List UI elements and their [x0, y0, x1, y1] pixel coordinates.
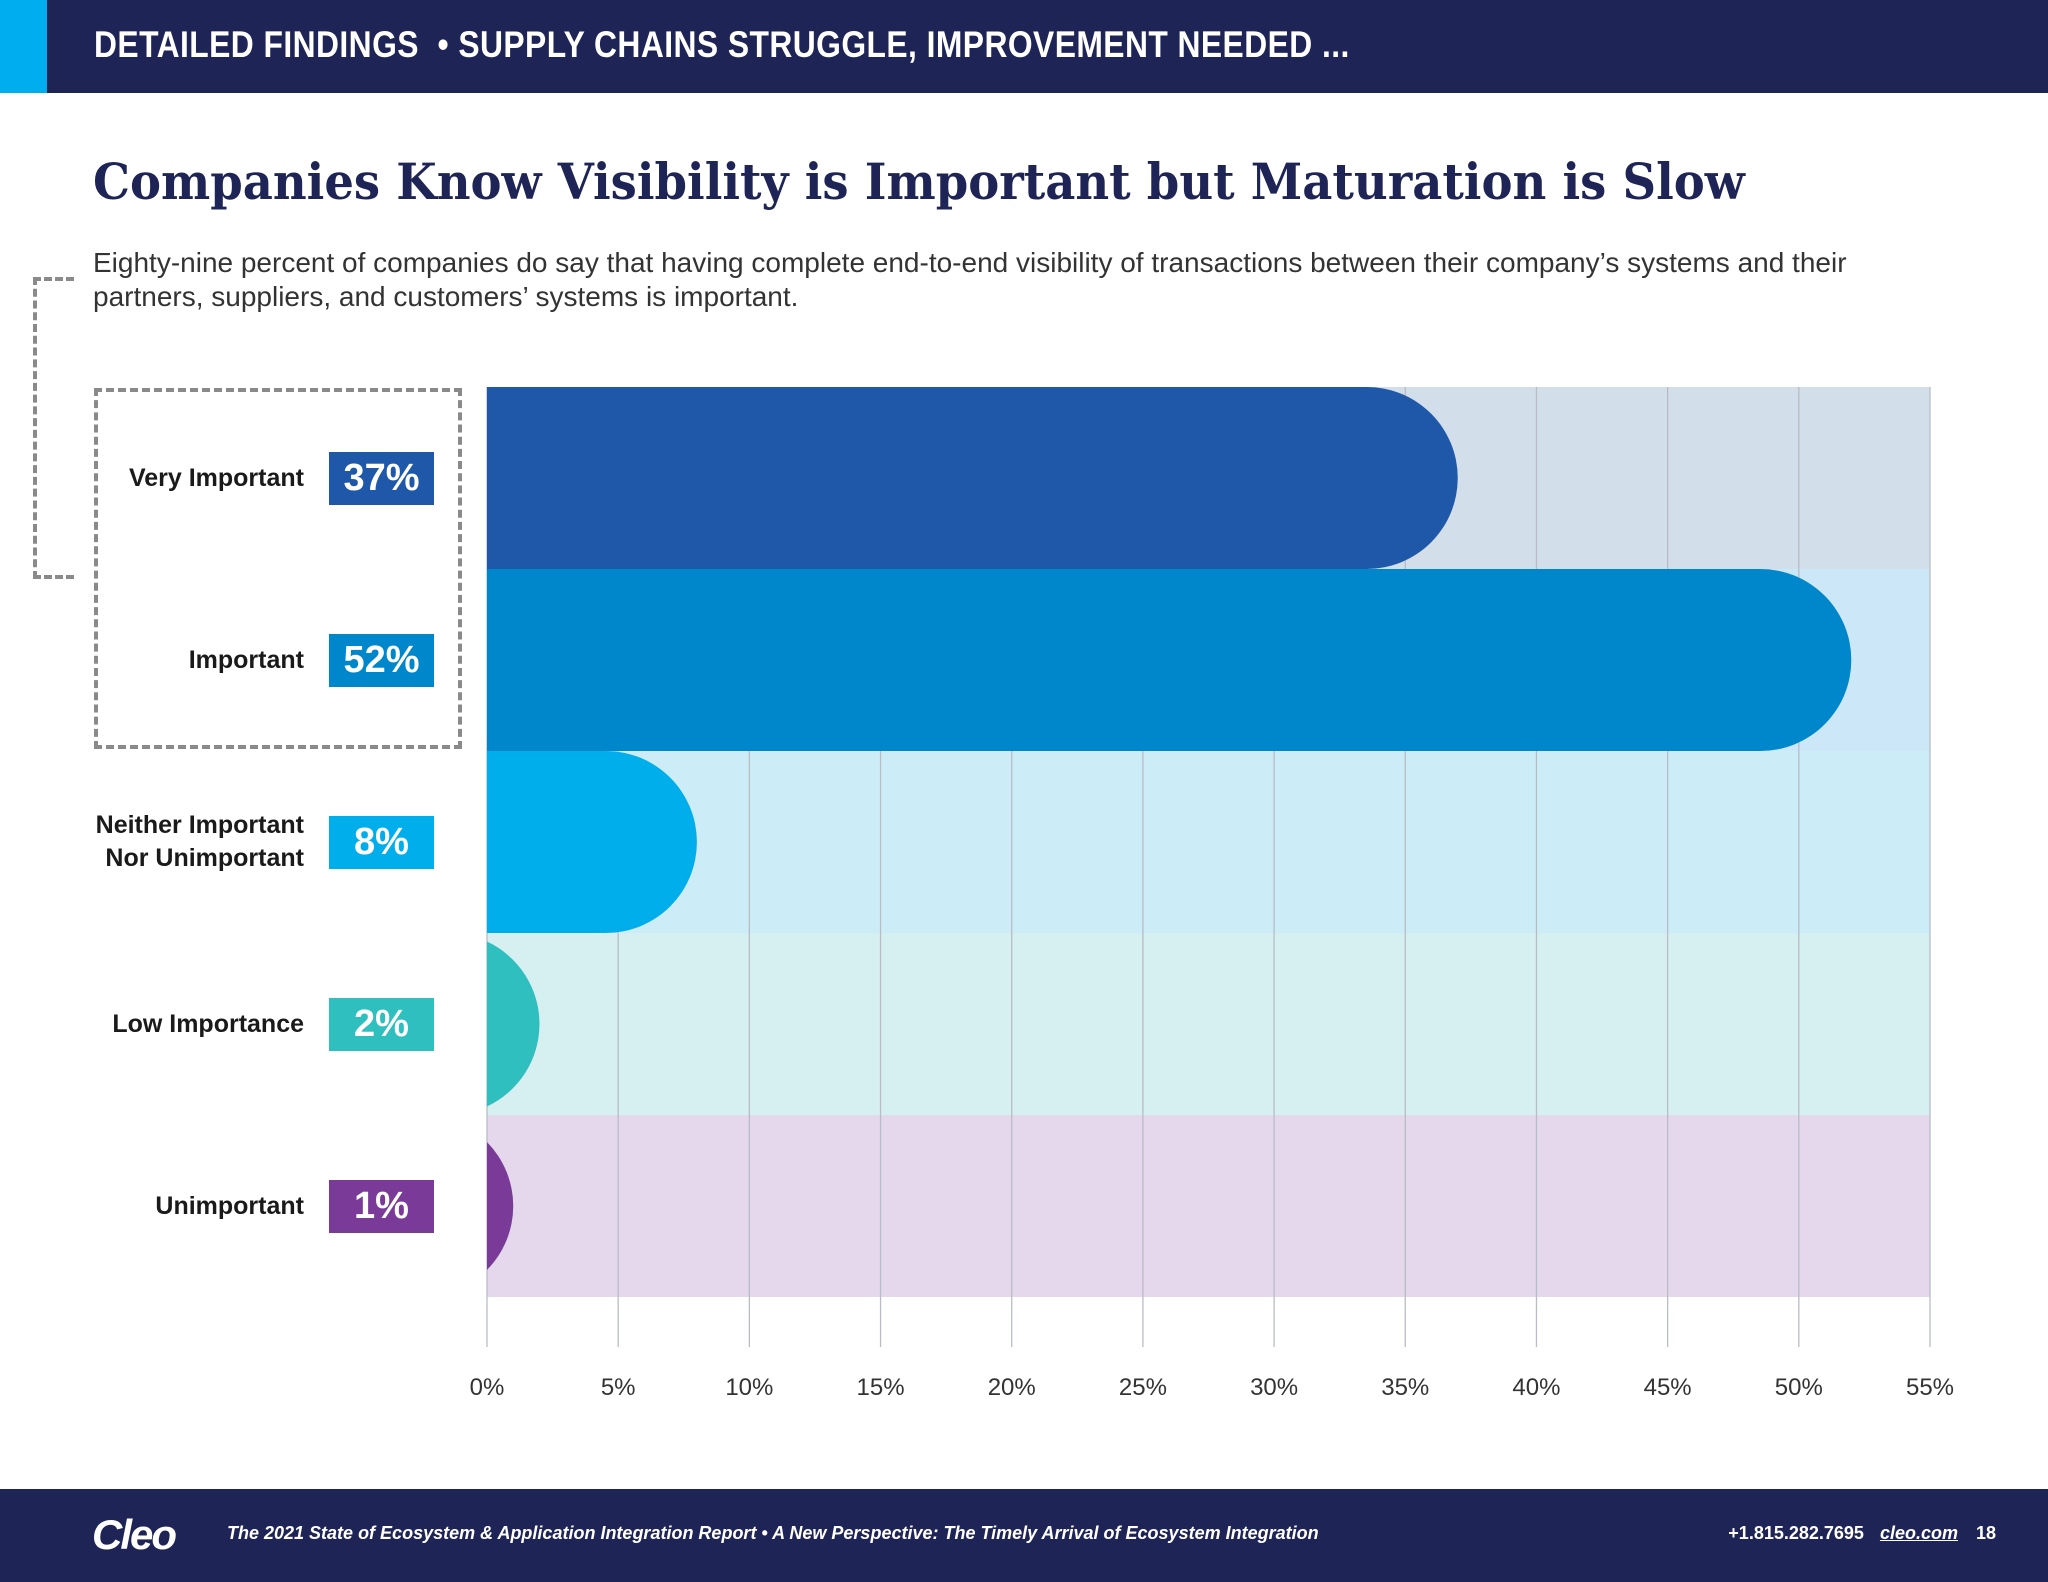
value-badge: 1% [329, 1180, 434, 1233]
bar-important [487, 569, 1852, 751]
category-label: Important [189, 644, 304, 677]
header-bar: DETAILED FINDINGS • SUPPLY CHAINS STRUGG… [0, 0, 2048, 93]
category-label: Low Importance [112, 1008, 304, 1041]
bar-very-important [487, 387, 1458, 569]
footer-website-link[interactable]: cleo.com [1879, 1523, 1958, 1543]
header-section: DETAILED FINDINGS [94, 24, 419, 65]
x-tick-label: 55% [1906, 1374, 1954, 1401]
x-tick-label: 5% [601, 1374, 636, 1401]
page-title: Companies Know Visibility is Important b… [93, 152, 1745, 211]
category-label-line: Neither Important [95, 811, 304, 839]
row-background [487, 1115, 1930, 1297]
row-background [487, 933, 1930, 1115]
category-label-line: Nor Unimportant [105, 844, 304, 872]
category-label: Neither Important Nor Unimportant [96, 809, 304, 875]
header-subsection: SUPPLY CHAINS STRUGGLE, IMPROVEMENT NEED… [458, 24, 1350, 65]
value-badge: 8% [329, 816, 434, 869]
x-tick-label: 10% [725, 1374, 773, 1401]
category-label-line: Low Importance [112, 1009, 304, 1038]
category-label-line: Very Important [128, 463, 304, 492]
x-tick-label: 35% [1381, 1374, 1429, 1401]
cleo-logo: Cleo [92, 1511, 177, 1558]
value-badge: 37% [329, 452, 434, 505]
category-label: Unimportant [155, 1190, 304, 1223]
category-label-line: Important [188, 645, 304, 674]
footer-phone: +1.815.282.7695 [1728, 1523, 1864, 1543]
header-accent-stripe [0, 0, 47, 93]
bar-low-importance [487, 941, 540, 1107]
highlight-box [94, 388, 462, 749]
header-separator: • [437, 24, 450, 65]
x-tick-label: 40% [1512, 1374, 1560, 1401]
x-tick-label: 20% [988, 1374, 1036, 1401]
category-label-line: Unimportant [155, 1191, 304, 1220]
callout-bracket [33, 277, 74, 579]
footer-contact: +1.815.282.7695 cleo.com 18 [1728, 1523, 1996, 1544]
bar-chart: 0% 5% 10% 15% 20% 25% 30% 35% 40% 45% 50% 55% [470, 387, 1954, 1401]
bar-neither-important-nor-unimportant [487, 751, 697, 933]
x-tick-label: 0% [470, 1374, 505, 1401]
x-tick-label: 30% [1250, 1374, 1298, 1401]
x-tick-label: 15% [857, 1374, 905, 1401]
x-tick-label: 25% [1119, 1374, 1167, 1401]
value-badge: 52% [329, 634, 434, 687]
page-number: 18 [1975, 1523, 1996, 1543]
header-breadcrumb: DETAILED FINDINGS • SUPPLY CHAINS STRUGG… [94, 24, 1350, 66]
bar-unimportant [487, 1142, 514, 1270]
body-text: Eighty-nine percent of companies do say … [93, 247, 1847, 312]
footer-note: The 2021 State of Ecosystem & Applicatio… [227, 1523, 1319, 1543]
value-badge: 2% [329, 998, 434, 1051]
x-tick-label: 50% [1775, 1374, 1823, 1401]
footer-bar: Cleo The 2021 State of Ecosystem & Appli… [0, 1489, 2048, 1582]
row-background [487, 751, 1930, 933]
category-label: Very Important [129, 462, 304, 495]
x-tick-label: 45% [1644, 1374, 1692, 1401]
